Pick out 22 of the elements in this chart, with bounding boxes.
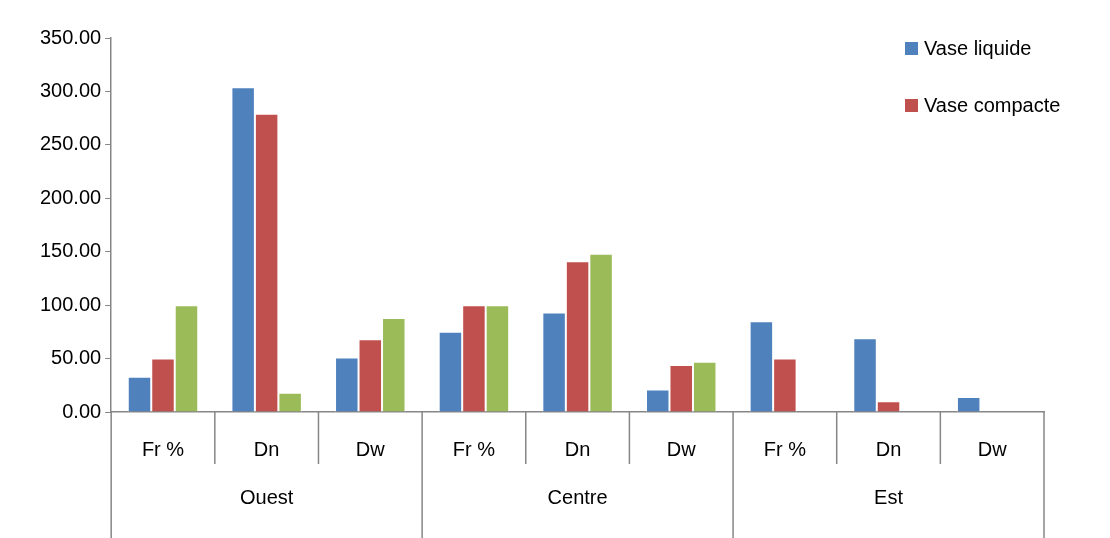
x-tick-label: Dn [564, 437, 591, 460]
x-tick-label: Dw [355, 437, 386, 460]
text: Centre [547, 485, 608, 508]
x-tick-label: Dw [977, 437, 1008, 460]
x-tick-label: Fr % [141, 437, 185, 460]
x-tick-label: Fr % [763, 437, 807, 460]
y-tick-label: 300.00 [40, 78, 102, 101]
x-tick-label: Dn [253, 437, 280, 460]
y-tick-label: 0.00 [62, 399, 102, 422]
x-tick-label: Dw [666, 437, 697, 460]
y-tick-label: 350.00 [40, 25, 102, 48]
text: Est [874, 485, 904, 508]
text: Ouest [239, 485, 294, 508]
y-tick-label: 50.00 [51, 346, 102, 369]
legend-label: Vase compacte [924, 93, 1061, 116]
x-tick-label: Dn [875, 437, 902, 460]
legend-label: Vase liquide [924, 36, 1032, 59]
x-tick-label: Fr % [452, 437, 496, 460]
y-tick-label: 250.00 [40, 132, 102, 155]
y-tick-label: 200.00 [40, 185, 102, 208]
y-tick-label: 100.00 [40, 292, 102, 315]
y-tick-label: 150.00 [40, 239, 102, 262]
